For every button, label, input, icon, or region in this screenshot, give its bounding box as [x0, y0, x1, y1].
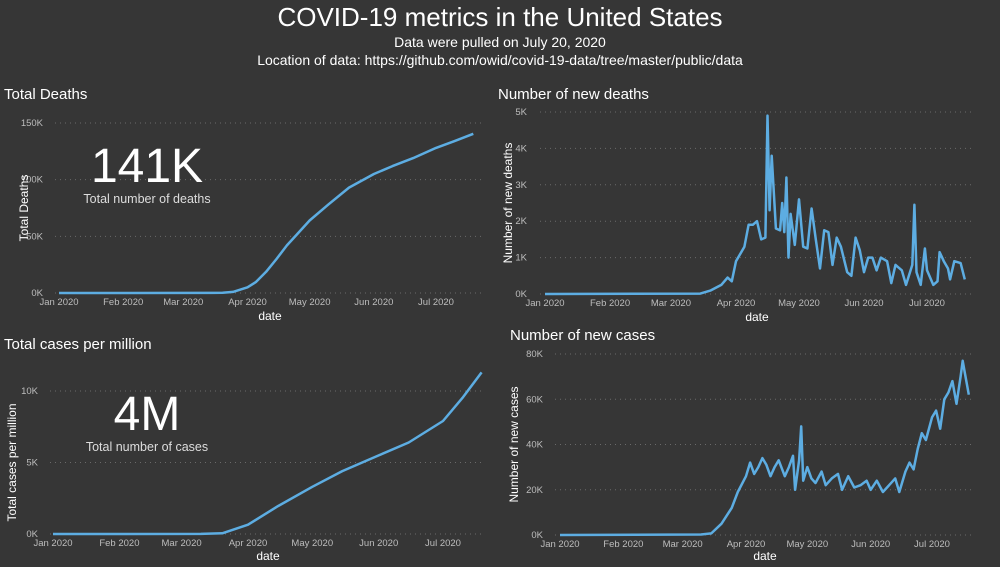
x-tick-label: Jan 2020: [540, 539, 579, 550]
chart-title-new-deaths: Number of new deaths: [498, 86, 649, 103]
x-axis-label: date: [753, 549, 777, 563]
kpi-total-cases: 4M Total number of cases: [57, 388, 237, 455]
x-tick-label: Mar 2020: [651, 298, 691, 309]
y-tick-label: 20K: [526, 485, 544, 496]
x-tick-label: Feb 2020: [590, 298, 630, 309]
y-tick-label: 1K: [515, 253, 527, 264]
x-tick-label: Jul 2020: [914, 539, 950, 550]
x-tick-label: Apr 2020: [228, 297, 267, 308]
x-tick-label: May 2020: [289, 297, 331, 308]
data-location: Location of data: https://github.com/owi…: [257, 52, 743, 68]
x-tick-label: Jun 2020: [354, 297, 393, 308]
y-tick-label: 2K: [515, 216, 527, 227]
x-tick-label: Jun 2020: [359, 538, 398, 549]
y-tick-label: 50K: [26, 231, 44, 242]
x-tick-label: Jun 2020: [851, 539, 890, 550]
kpi-total-deaths-value: 141K: [90, 140, 204, 193]
x-tick-label: Jul 2020: [909, 298, 945, 309]
x-tick-label: Jan 2020: [525, 298, 564, 309]
y-tick-label: 80K: [526, 349, 544, 360]
y-tick-label: 0K: [531, 530, 543, 541]
x-tick-label: Apr 2020: [727, 539, 766, 550]
x-tick-label: Jul 2020: [425, 538, 461, 549]
x-tick-label: Jan 2020: [33, 538, 72, 549]
y-tick-label: 100K: [21, 175, 44, 186]
series-line: [52, 371, 483, 536]
kpi-total-deaths: 141K Total number of deaths: [57, 140, 237, 207]
y-tick-label: 5K: [26, 458, 38, 469]
x-tick-label: May 2020: [778, 298, 820, 309]
chart-title-total-deaths: Total Deaths: [4, 86, 88, 103]
x-tick-label: Apr 2020: [229, 538, 268, 549]
x-tick-label: Mar 2020: [663, 539, 703, 550]
chart-title-cases-per-million: Total cases per million: [4, 336, 152, 353]
x-tick-label: Jul 2020: [418, 297, 454, 308]
y-tick-label: 3K: [515, 180, 527, 191]
x-tick-label: Mar 2020: [163, 297, 203, 308]
page-title: COVID-19 metrics in the United States: [277, 2, 723, 32]
y-axis-label: Number of new deaths: [501, 143, 515, 264]
x-tick-label: May 2020: [291, 538, 333, 549]
y-axis-label: Total cases per million: [5, 403, 19, 521]
y-axis-label: Total Deaths: [17, 175, 31, 242]
chart-title-new-cases: Number of new cases: [510, 327, 656, 344]
y-tick-label: 0K: [26, 529, 38, 540]
kpi-total-cases-label: Total number of cases: [85, 440, 209, 454]
x-tick-label: Apr 2020: [717, 298, 756, 309]
x-axis-label: date: [256, 549, 280, 563]
kpi-total-cases-value: 4M: [113, 388, 181, 441]
x-tick-label: Feb 2020: [99, 538, 139, 549]
x-tick-label: Jan 2020: [39, 297, 78, 308]
data-pull-date: Data were pulled on July 20, 2020: [394, 34, 606, 50]
y-tick-label: 0K: [515, 289, 527, 300]
series-line: [544, 114, 967, 296]
x-tick-label: Mar 2020: [162, 538, 202, 549]
y-tick-label: 4K: [515, 143, 527, 154]
y-tick-label: 60K: [526, 394, 544, 405]
x-axis-label: date: [745, 310, 769, 324]
x-tick-label: Feb 2020: [103, 297, 143, 308]
y-tick-label: 0K: [31, 288, 43, 299]
x-axis-label: date: [258, 309, 282, 323]
series-line: [559, 359, 971, 537]
y-tick-label: 10K: [21, 386, 39, 397]
y-tick-label: 5K: [515, 107, 527, 118]
x-tick-label: Feb 2020: [603, 539, 643, 550]
y-tick-label: 40K: [526, 440, 544, 451]
x-tick-label: Jun 2020: [844, 298, 883, 309]
x-tick-label: May 2020: [786, 539, 828, 550]
y-axis-label: Number of new cases: [507, 386, 521, 502]
kpi-total-deaths-label: Total number of deaths: [83, 192, 211, 206]
series-line: [58, 132, 474, 295]
y-tick-label: 150K: [21, 118, 44, 129]
